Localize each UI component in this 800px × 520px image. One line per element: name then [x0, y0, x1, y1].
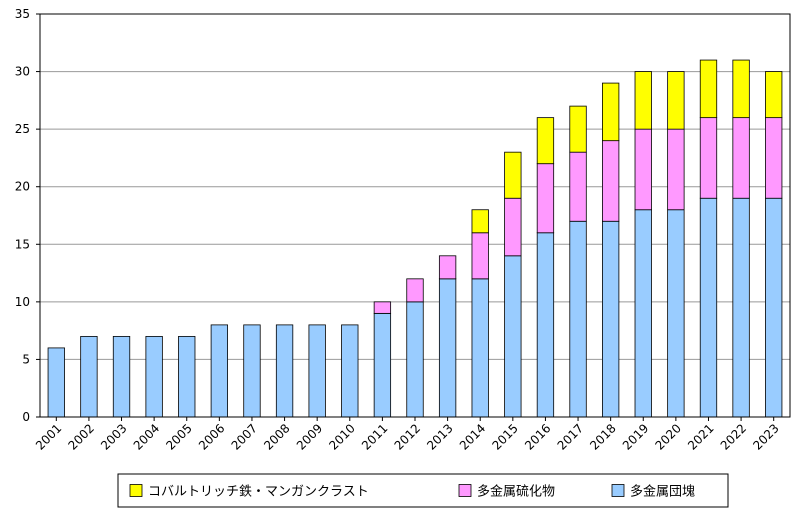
legend: コバルトリッチ鉄・マンガンクラスト 多金属硫化物 多金属団塊	[117, 473, 729, 508]
y-tick-label: 10	[15, 295, 30, 309]
bar-segment-2012-s0	[406, 301, 424, 418]
x-tick-label: 2018	[587, 421, 618, 452]
x-tick-label: 2019	[620, 421, 651, 452]
x-tick-label: 2005	[163, 421, 194, 452]
bar-segment-2015-s0	[504, 255, 522, 418]
bar-segment-2019-s2	[634, 71, 652, 130]
bar-segment-2012-s1	[406, 278, 424, 303]
x-tick-label: 2023	[750, 421, 781, 452]
legend-swatch	[129, 484, 143, 497]
bar-segment-2023-s1	[765, 117, 783, 199]
x-tick-label: 2009	[294, 421, 325, 452]
x-tick-label: 2006	[196, 421, 227, 452]
x-tick-label: 2021	[685, 421, 716, 452]
bar-segment-2011-s0	[373, 312, 392, 418]
bar-segment-2022-s1	[732, 117, 750, 199]
y-tick-label: 20	[15, 180, 30, 194]
bar-segment-2018-s1	[602, 140, 620, 222]
bar-segment-2015-s2	[504, 151, 522, 199]
y-tick-label: 30	[15, 65, 30, 79]
x-tick-label: 2015	[489, 421, 520, 452]
x-tick-label: 2020	[652, 421, 683, 452]
bar-segment-2006-s0	[210, 324, 228, 418]
legend-label: コバルトリッチ鉄・マンガンクラスト	[148, 485, 369, 500]
y-tick-label: 15	[15, 237, 30, 251]
x-tick-label: 2002	[66, 421, 97, 452]
x-tick-label: 2003	[98, 421, 129, 452]
legend-swatch	[458, 484, 472, 497]
bar-segment-2018-s2	[602, 82, 620, 142]
bar-segment-2022-s0	[732, 197, 750, 418]
bar-segment-2015-s1	[504, 197, 522, 257]
bar-segment-2016-s2	[536, 117, 555, 165]
x-tick-label: 2012	[392, 421, 423, 452]
legend-label: 多金属団塊	[630, 484, 695, 500]
bars	[47, 59, 783, 418]
x-tick-label: 2011	[359, 421, 390, 452]
bar-segment-2016-s1	[536, 163, 555, 234]
legend-box	[117, 473, 729, 508]
bar-segment-2017-s0	[569, 220, 587, 418]
bar-segment-2005-s0	[178, 335, 196, 418]
y-tick-label: 5	[22, 352, 30, 366]
x-tick-label: 2004	[131, 421, 162, 452]
bar-segment-2021-s2	[699, 59, 718, 119]
bar-segment-2008-s0	[275, 324, 294, 418]
bar-segment-2007-s0	[243, 324, 261, 418]
bar-segment-2003-s0	[112, 335, 131, 418]
x-tick-label: 2013	[424, 421, 455, 452]
bar-segment-2013-s1	[438, 255, 457, 280]
bar-segment-2014-s0	[471, 278, 489, 418]
x-tick-label: 2010	[326, 421, 357, 452]
bar-segment-2020-s2	[667, 71, 685, 130]
bar-segment-2014-s2	[471, 209, 489, 234]
y-tick-label: 0	[22, 410, 30, 424]
bar-segment-2020-s1	[667, 128, 685, 211]
y-tick-label: 35	[15, 7, 30, 21]
bar-segment-2019-s0	[634, 209, 652, 418]
x-tick-label: 2016	[522, 421, 553, 452]
bar-segment-2014-s1	[471, 232, 489, 280]
legend-swatch	[611, 484, 625, 497]
bar-segment-2019-s1	[634, 128, 652, 211]
bar-segment-2010-s0	[341, 324, 359, 418]
x-tick-label: 2007	[229, 421, 260, 452]
x-tick-label: 2008	[261, 421, 292, 452]
bar-segment-2022-s2	[732, 59, 750, 119]
bar-segment-2011-s1	[373, 301, 392, 314]
bar-segment-2021-s0	[699, 197, 718, 418]
bar-segment-2004-s0	[145, 335, 163, 418]
bar-segment-2018-s0	[602, 220, 620, 418]
bar-segment-2017-s1	[569, 151, 587, 222]
x-tick-label: 2022	[718, 421, 749, 452]
x-tick-label: 2014	[457, 421, 488, 452]
bar-segment-2013-s0	[438, 278, 457, 418]
bar-segment-2023-s0	[765, 197, 783, 418]
y-tick-label: 25	[15, 122, 30, 136]
bar-segment-2016-s0	[536, 232, 555, 418]
bar-segment-2020-s0	[667, 209, 685, 418]
bar-segment-2017-s2	[569, 105, 587, 153]
gridlines	[40, 71, 790, 360]
bar-segment-2023-s2	[765, 71, 783, 119]
legend-label: 多金属硫化物	[477, 484, 555, 500]
bar-segment-2009-s0	[308, 324, 326, 418]
bar-segment-2021-s1	[699, 117, 718, 199]
bar-segment-2002-s0	[80, 335, 98, 418]
x-tick-label: 2017	[555, 421, 586, 452]
x-tick-label: 2001	[33, 421, 64, 452]
bar-segment-2001-s0	[47, 347, 65, 418]
